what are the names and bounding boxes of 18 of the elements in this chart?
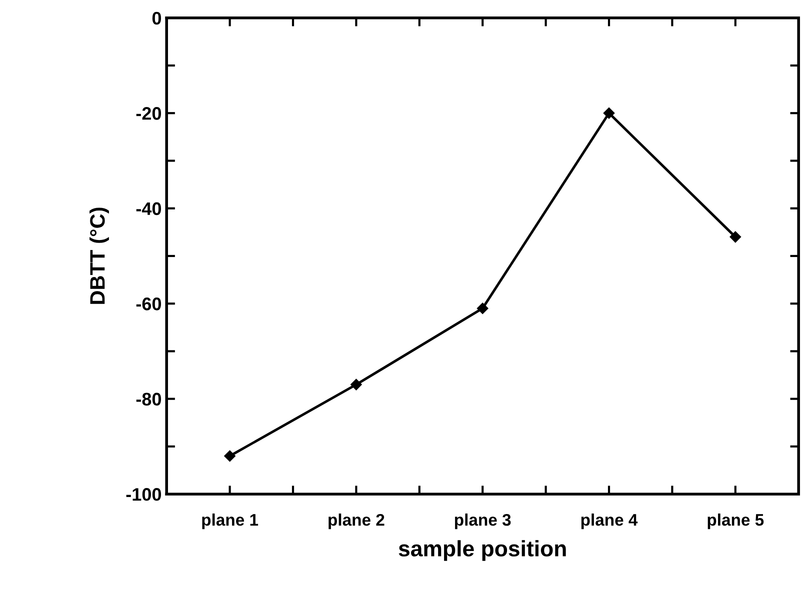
y-axis-title: DBTT (°C) [90, 208, 109, 304]
point [730, 231, 742, 243]
x-tick-label: plane 2 [328, 514, 384, 530]
point [603, 108, 615, 119]
x-tick-label: plane 3 [454, 514, 511, 530]
y-tick-label: -40 [136, 202, 162, 216]
x-tick-label: plane 4 [581, 514, 638, 530]
point [224, 450, 236, 462]
y-tick-label: -60 [136, 298, 162, 310]
y-tick-label: 0 [152, 12, 162, 25]
x-tick-label: plane 5 [708, 514, 764, 530]
point [476, 302, 488, 314]
y-tick-label: -100 [126, 488, 162, 501]
point [350, 378, 362, 390]
y-tick-label: -80 [136, 392, 162, 406]
y-tick-label: -20 [136, 107, 162, 120]
x-axis-title: sample position [398, 540, 566, 561]
x-tick-label: plane 1 [202, 514, 258, 530]
